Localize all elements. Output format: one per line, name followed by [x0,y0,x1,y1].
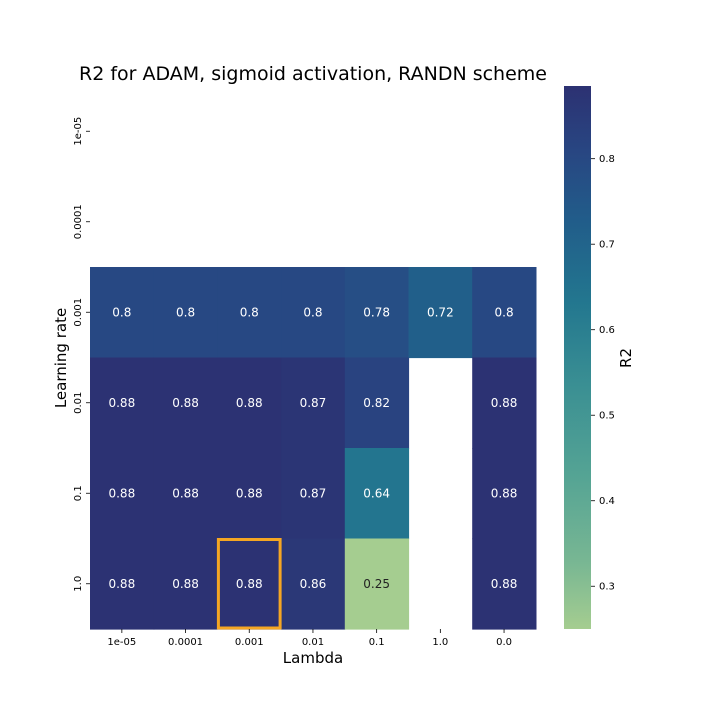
colorbar-tick-label: 0.8 [599,154,615,165]
cell-value-label: 0.8 [303,305,322,319]
chart-title: R2 for ADAM, sigmoid activation, RANDN s… [79,63,547,85]
heatmap-cell [281,357,346,449]
colorbar-ticks: 0.3 0.4 0.5 0.6 0.7 0.8 [591,154,615,593]
y-axis-ticks: 1e-05 0.0001 0.001 0.01 0.1 1.0 [73,117,90,592]
heatmap-cell [217,267,282,359]
heatmap-cell [217,357,282,449]
cell-value-label: 0.78 [363,305,390,319]
cell-value-label: 0.88 [491,577,518,591]
heatmap-cell [472,448,537,540]
heatmap-cell [90,448,155,540]
y-tick-label: 1.0 [73,576,84,592]
heatmap-cell [153,357,218,449]
highlight-layer [216,538,282,630]
cell-value-label: 0.87 [300,486,327,500]
highlight-box [216,538,282,630]
y-axis-label: Learning rate [52,308,70,408]
x-tick-label: 1.0 [432,637,448,648]
x-tick-label: 1e-05 [107,637,136,648]
colorbar-tick-label: 0.7 [599,240,615,251]
colorbar-tick-label: 0.5 [599,411,615,422]
cell-value-label: 0.88 [108,486,135,500]
heatmap-cells: 0.8 0.8 0.8 0.8 0.78 0.72 0.8 0.88 0.88 0.88 0.87 0… [90,267,537,630]
colorbar-label: R2 [617,348,635,368]
cell-value-label: 0.82 [363,396,390,410]
heatmap-cell [90,538,155,630]
heatmap-cell [344,357,410,449]
cell-value-label: 0.8 [495,305,514,319]
colorbar-tick-label: 0.3 [599,582,615,593]
y-tick-label: 0.001 [73,298,84,327]
cell-value-label: 0.8 [112,305,131,319]
x-axis-label: Lambda [283,649,343,667]
heatmap-cell [281,448,346,540]
x-tick-label: 0.1 [369,637,385,648]
heatmap-cell [217,448,282,540]
y-tick-label: 1e-05 [73,117,84,146]
heatmap-cell [344,267,410,359]
cell-value-label: 0.88 [236,577,263,591]
cell-value-label: 0.88 [491,396,518,410]
cell-value-label: 0.87 [300,396,327,410]
cell-value-label: 0.88 [172,396,199,410]
cell-value-label: 0.88 [236,486,263,500]
heatmap-cell [153,538,218,630]
heatmap-cell [472,357,537,449]
x-tick-label: 0.001 [235,637,264,648]
cell-value-label: 0.8 [240,305,259,319]
cell-value-label: 0.64 [363,486,390,500]
colorbar-tick-label: 0.6 [599,325,615,336]
heatmap-cell [344,448,410,540]
heatmap-cell [281,538,346,630]
heatmap-cell [281,267,346,359]
heatmap-cell [472,538,537,630]
x-tick-label: 0.01 [302,637,324,648]
colorbar-tick-label: 0.4 [599,496,615,507]
cell-value-label: 0.72 [427,305,454,319]
y-tick-label: 0.01 [73,392,84,414]
cell-value-label: 0.88 [108,396,135,410]
heatmap-cell [153,448,218,540]
x-tick-label: 0.0 [496,637,512,648]
heatmap-cell [90,267,155,359]
y-tick-label: 0.1 [73,485,84,501]
heatmap-cell [90,357,155,449]
heatmap-cell [153,267,218,359]
cell-value-label: 0.88 [236,396,263,410]
heatmap-cell [217,538,282,630]
heatmap-cell [472,267,537,359]
cell-value-label: 0.88 [172,577,199,591]
heatmap-cell [344,538,410,630]
cell-value-label: 0.88 [108,577,135,591]
colorbar [564,86,591,629]
y-tick-label: 0.0001 [73,204,84,239]
cell-value-label: 0.8 [176,305,195,319]
x-axis-ticks: 1e-05 0.0001 0.001 0.01 0.1 1.0 0.0 [107,629,512,648]
cell-value-label: 0.88 [491,486,518,500]
cell-value-label: 0.25 [363,577,390,591]
cell-value-label: 0.86 [300,577,327,591]
heatmap-cell [408,267,473,359]
x-tick-label: 0.0001 [168,637,203,648]
cell-value-label: 0.88 [172,486,199,500]
